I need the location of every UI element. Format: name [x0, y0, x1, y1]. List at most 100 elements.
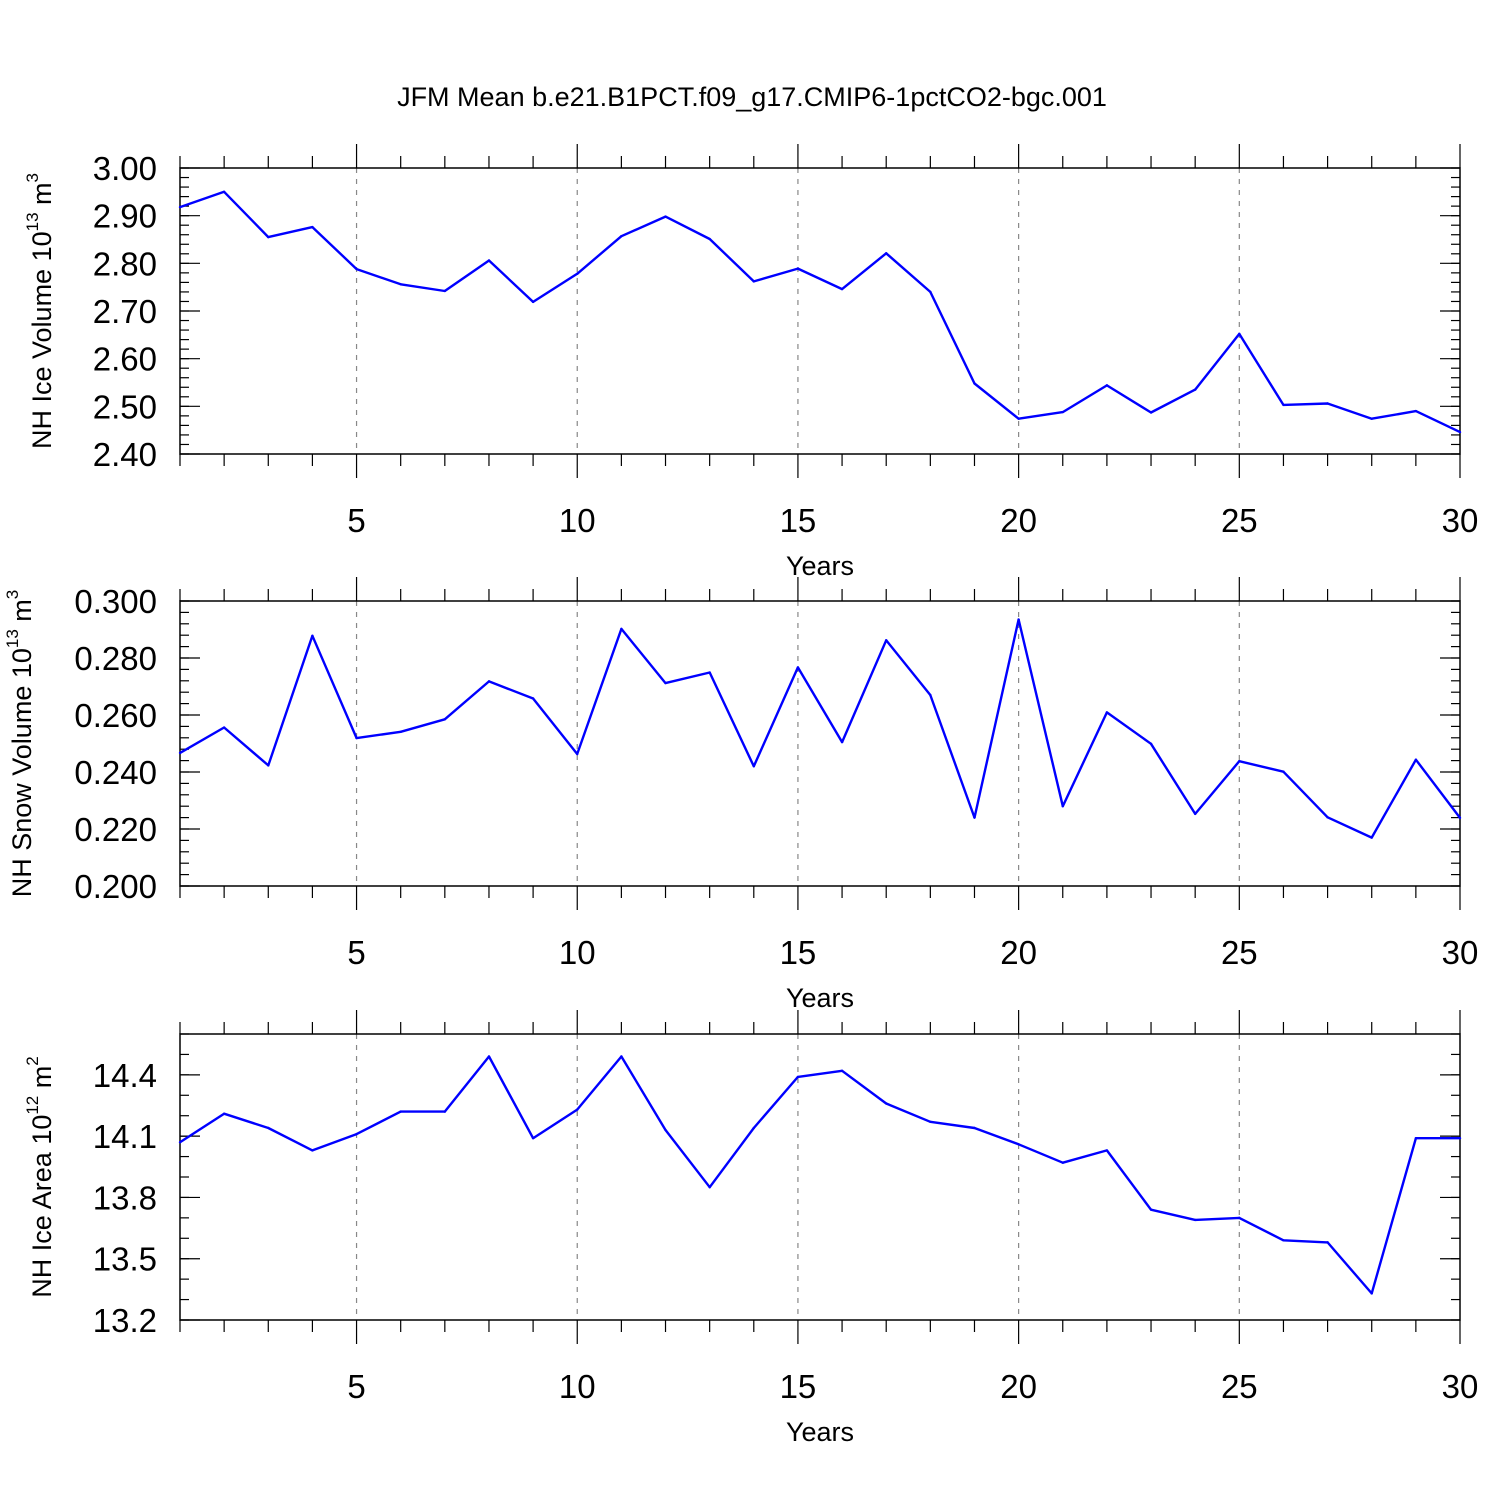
x-axis-title: Years: [786, 1417, 854, 1447]
data-point: [620, 234, 623, 238]
data-point: [1105, 1149, 1109, 1152]
data-point: [1238, 759, 1241, 763]
snow-volume-panel: 5 10 15 20 25 30 0.200 0.220 0.240 0.260 0.280 0.30…: [3, 577, 1479, 1013]
data-point: [1193, 1218, 1197, 1222]
x-tick-label: 30: [1442, 934, 1479, 971]
plot-frame: [179, 600, 1461, 887]
data-point: [443, 718, 447, 721]
y-tick-label: 0.260: [74, 697, 157, 734]
y-axis-title-text: m: [27, 1066, 57, 1096]
data-point: [531, 300, 535, 304]
y-tick-label: 14.4: [93, 1057, 157, 1094]
data-point: [929, 1120, 932, 1124]
x-tick-label: 5: [347, 1368, 365, 1405]
data-point: [1061, 410, 1064, 414]
data-point: [885, 1102, 888, 1105]
data-point: [708, 671, 711, 674]
y-axis-title-text: NH Ice Area 10: [27, 1115, 57, 1298]
data-point: [752, 280, 755, 283]
y-axis-title: NH Ice Area 1012 m2: [23, 1056, 58, 1297]
data-point: [1326, 816, 1329, 819]
data-point: [1149, 1208, 1153, 1211]
data-point: [355, 736, 358, 740]
data-point: [222, 726, 226, 729]
data-point: [1326, 1241, 1329, 1244]
y-axis-title: NH Ice Volume 1013 m3: [23, 173, 58, 449]
data-point: [973, 816, 976, 819]
data-point: [1149, 411, 1153, 414]
series-line: [179, 1055, 1460, 1295]
data-point: [399, 730, 402, 734]
data-point: [1193, 388, 1197, 391]
data-point: [1282, 1239, 1285, 1242]
y-tick-label: 2.70: [93, 293, 157, 330]
data-point: [840, 287, 844, 291]
x-tick-label: 5: [347, 502, 365, 539]
data-point: [973, 1126, 976, 1130]
data-point: [399, 283, 402, 286]
data-point: [973, 382, 976, 385]
data-point: [1414, 409, 1418, 413]
data-point: [1061, 1161, 1064, 1164]
x-tick-label: 15: [780, 1368, 817, 1405]
data-point: [1193, 812, 1197, 816]
y-tick-label: 2.90: [93, 198, 157, 235]
x-tick-label: 25: [1221, 502, 1258, 539]
y-axis-title-superscript: 13: [23, 212, 42, 231]
data-point: [796, 666, 800, 669]
data-point: [1414, 758, 1418, 761]
data-point: [267, 1126, 270, 1130]
y-axis-title-text: m: [7, 599, 37, 629]
data-point: [1414, 1136, 1418, 1140]
data-point: [311, 1149, 314, 1152]
data-point: [222, 190, 226, 194]
y-tick-label: 0.240: [74, 754, 157, 791]
data-point: [576, 272, 579, 276]
y-axis-title: NH Snow Volume 1013 m3: [3, 590, 38, 898]
data-point: [487, 680, 491, 683]
y-tick-label: 2.50: [93, 388, 157, 425]
data-point: [708, 1186, 711, 1189]
y-tick-label: 0.300: [74, 583, 157, 620]
x-tick-label: 30: [1442, 502, 1479, 539]
data-point: [576, 1108, 579, 1111]
data-point: [1282, 403, 1285, 407]
y-axis-title-superscript: 2: [23, 1056, 42, 1065]
data-point: [752, 765, 755, 768]
data-point: [576, 752, 579, 756]
data-point: [620, 1055, 623, 1058]
x-tick-label: 20: [1000, 1368, 1037, 1405]
plot-frame: [179, 1033, 1461, 1321]
data-point: [531, 1136, 535, 1140]
x-axis-title: Years: [786, 551, 854, 581]
data-point: [1105, 384, 1109, 387]
ice-area-panel: 5 10 15 20 25 30 13.2 13.5 13.8 14.1 14.4 Years NH I…: [23, 1010, 1478, 1447]
y-tick-label: 14.1: [93, 1118, 157, 1155]
y-tick-label: 13.5: [93, 1241, 157, 1278]
data-point: [1149, 742, 1153, 745]
x-tick-label: 25: [1221, 1368, 1258, 1405]
y-tick-label: 13.2: [93, 1302, 157, 1339]
data-point: [1238, 1216, 1241, 1220]
y-tick-label: 2.40: [93, 436, 157, 473]
y-tick-label: 0.220: [74, 811, 157, 848]
data-point: [664, 681, 667, 685]
data-point: [399, 1110, 402, 1113]
data-point: [267, 235, 270, 239]
data-point: [1105, 711, 1109, 714]
y-axis-title-superscript: 13: [3, 629, 22, 648]
data-point: [222, 1112, 226, 1115]
y-tick-label: 0.200: [74, 868, 157, 905]
data-point: [443, 289, 447, 293]
data-point: [664, 215, 667, 218]
data-point: [355, 267, 358, 271]
y-axis-title-superscript: 3: [23, 173, 42, 182]
data-point: [487, 259, 491, 262]
data-point: [1370, 836, 1373, 839]
data-point: [1017, 417, 1020, 420]
data-point: [885, 252, 888, 255]
y-axis-title-text: NH Snow Volume 10: [7, 648, 37, 897]
data-point: [1238, 332, 1241, 336]
